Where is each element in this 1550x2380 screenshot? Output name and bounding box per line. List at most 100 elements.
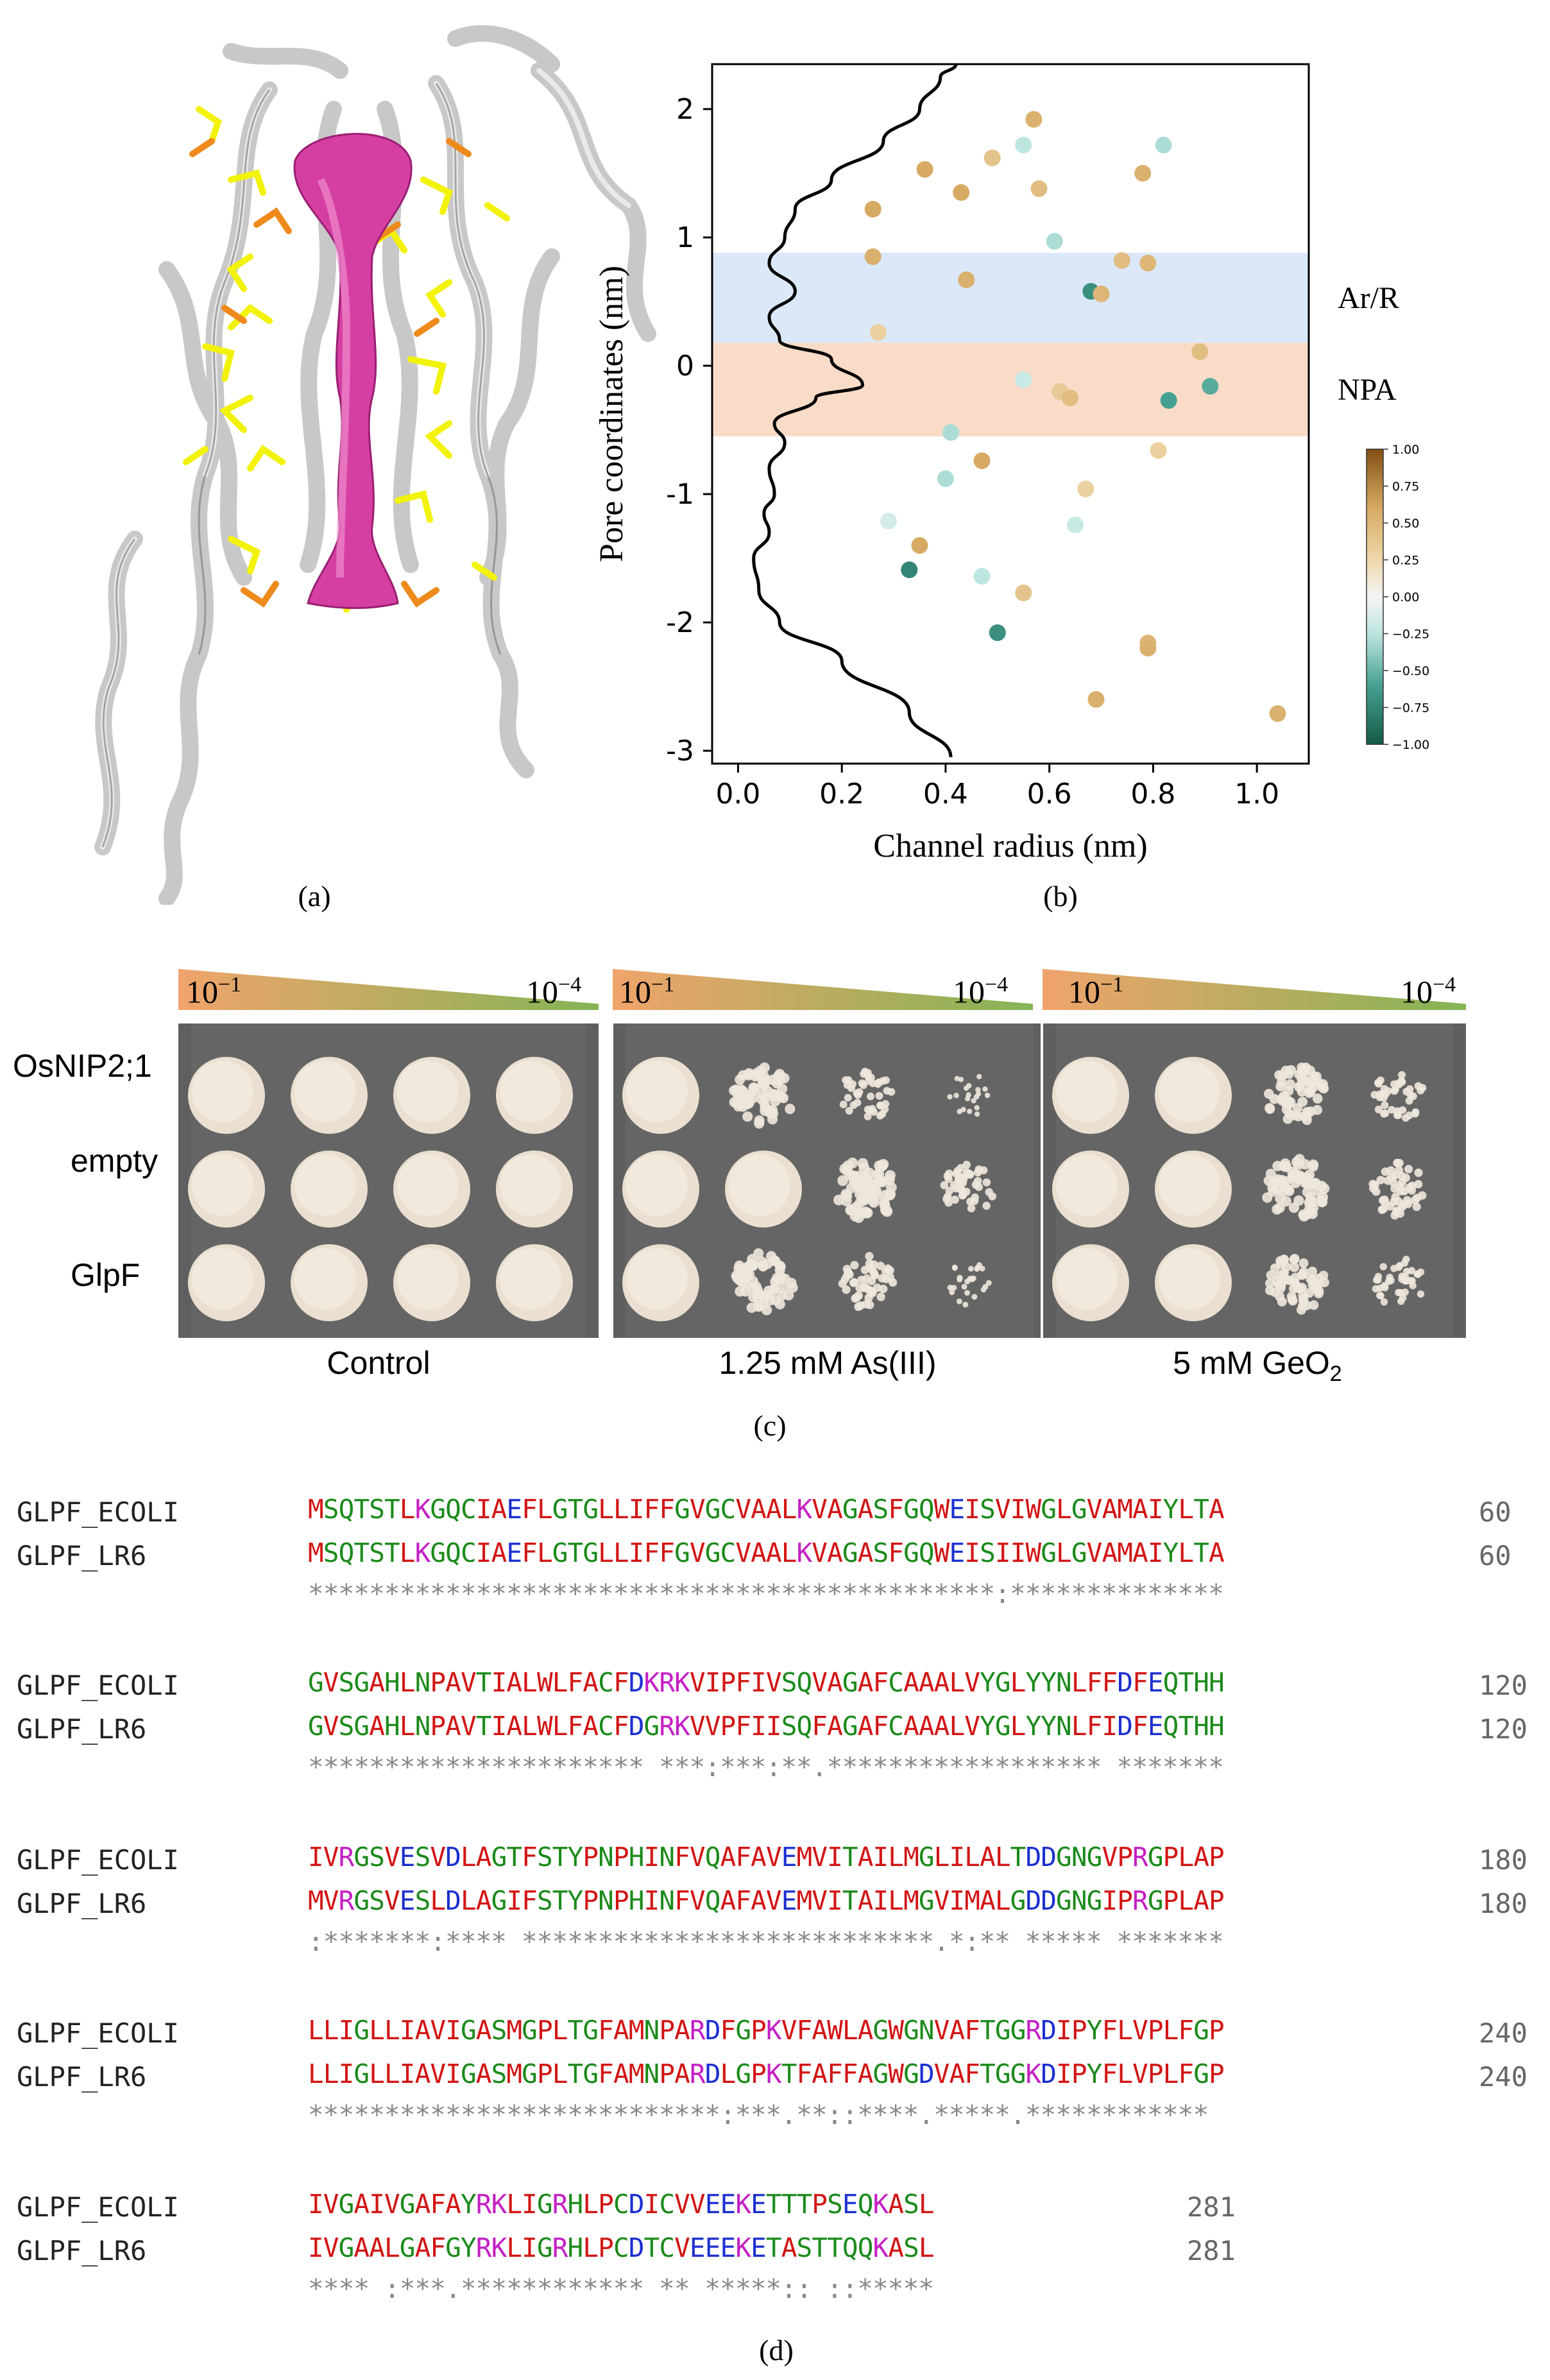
data-point [1113, 252, 1130, 269]
colony-dot [1282, 1114, 1293, 1124]
colony-dot [889, 1278, 898, 1287]
colony-dot [1418, 1084, 1427, 1092]
colony-dot [1314, 1288, 1324, 1299]
yeast-colony-sparse [1372, 1255, 1425, 1306]
colony-dot [875, 1092, 883, 1100]
colony-dot [1398, 1275, 1406, 1283]
y-tick-label: -3 [666, 735, 694, 767]
colony-dot [850, 1261, 859, 1270]
data-point [1030, 180, 1048, 197]
colony-dot [967, 1108, 973, 1115]
data-point [864, 248, 881, 265]
data-point [1139, 255, 1157, 271]
colony-dot [854, 1188, 865, 1200]
colony-highlight [1056, 1154, 1118, 1216]
colony-dot [1379, 1109, 1388, 1118]
yeast-colony-sparse [838, 1252, 898, 1312]
colony-dot [838, 1279, 847, 1288]
colony-dot [887, 1088, 896, 1096]
colorbar-tick-label: 0.25 [1392, 554, 1419, 568]
colony-dot [962, 1160, 971, 1169]
colony-dot [858, 1079, 866, 1088]
panel-label-d: (d) [759, 2334, 794, 2367]
colony-dot [1395, 1081, 1403, 1089]
colony-dot [748, 1082, 759, 1093]
colony-dot [962, 1301, 969, 1308]
seq2-residues: MVRGSVESLDLAGIFSTYPNPHINFVQAFAVEMVITAILM… [308, 1885, 1225, 1916]
x-tick-label: 0.8 [1130, 778, 1175, 810]
colony-dot [735, 1276, 746, 1287]
colony-dot [1377, 1292, 1384, 1300]
x-tick-label: 0.0 [715, 778, 760, 810]
colony-dot [1262, 1192, 1273, 1203]
colony-dot [1296, 1305, 1306, 1315]
colony-dot [1274, 1203, 1285, 1213]
seq1-position: 240 [1479, 2017, 1528, 2049]
colony-dot [851, 1201, 862, 1213]
data-point [911, 537, 928, 554]
colony-dot [970, 1197, 979, 1205]
colony-dot [971, 1294, 978, 1300]
colony-dot [1397, 1171, 1406, 1181]
colony-dot [1408, 1277, 1416, 1285]
y-tick-label: 2 [676, 93, 694, 126]
colony-dot [881, 1206, 893, 1217]
colony-dot [874, 1080, 882, 1088]
colony-dot [1413, 1194, 1422, 1203]
colony-highlight [1159, 1061, 1220, 1122]
colony-dot [944, 1199, 953, 1207]
colony-dot [1290, 1262, 1300, 1272]
colony-dot [1377, 1205, 1386, 1214]
colony-dot [868, 1288, 877, 1297]
seq2-name: GLPF_LR6 [17, 2235, 147, 2266]
colony-dot [975, 1091, 982, 1097]
colony-dot [1386, 1166, 1395, 1175]
data-point [869, 324, 887, 341]
colony-highlight [397, 1154, 459, 1216]
colony-dot [1299, 1267, 1309, 1277]
colony-dot [1417, 1290, 1425, 1298]
colony-dot [760, 1102, 771, 1113]
colony-dot [869, 1267, 878, 1276]
colony-dot [958, 1077, 964, 1083]
colony-highlight [294, 1154, 356, 1216]
colony-dot [1294, 1082, 1304, 1092]
seq1-residues: IVGAIVGAFAYRKLIGRHLPCDICVVEEKETTTPSEQKAS… [308, 2189, 935, 2220]
seq1-residues: IVRGSVESVDLAGTFSTYPNPHINFVQAFAVEMVITAILM… [308, 1842, 1225, 1872]
colony-dot [839, 1100, 847, 1109]
yeast-colony-sparse [1368, 1158, 1427, 1220]
conservation-line: ****************************************… [308, 1579, 1224, 1609]
colorbar-tick-label: 0.75 [1392, 480, 1419, 494]
colony-dot [947, 1094, 953, 1100]
colony-dot [1284, 1068, 1294, 1079]
colony-dot [957, 1163, 965, 1172]
colony-dot [951, 1195, 959, 1204]
colony-dot [1298, 1209, 1309, 1220]
plate-row-label-empty: empty [71, 1143, 158, 1179]
data-point [1077, 481, 1094, 497]
colony-dot [976, 1074, 982, 1080]
colony-dot [1376, 1176, 1385, 1185]
colony-dot [979, 1265, 985, 1272]
colony-dot [957, 1108, 962, 1115]
data-point [1150, 442, 1167, 459]
region-band [712, 343, 1309, 436]
seq1-position: 60 [1479, 1496, 1512, 1528]
colony-dot [1266, 1270, 1276, 1280]
colony-dot [1318, 1271, 1329, 1281]
colony-dot [982, 1201, 991, 1210]
colony-dot [1312, 1104, 1323, 1115]
colony-dot [1297, 1172, 1307, 1183]
seq1-name: GLPF_ECOLI [17, 1496, 179, 1528]
colony-dot [1395, 1263, 1403, 1271]
colony-dot [1305, 1191, 1316, 1203]
seq1-name: GLPF_ECOLI [17, 1670, 179, 1701]
seq2-residues: LLIGLLIAVIGASMGPLTGFAMNPARDLGPKTFAFFAGWG… [308, 2059, 1225, 2089]
colony-highlight [1159, 1154, 1220, 1216]
colony-dot [1263, 1088, 1274, 1099]
panel-label-b: (b) [1043, 880, 1078, 912]
colony-dot [735, 1074, 745, 1085]
data-point [901, 561, 918, 578]
colony-dot [759, 1062, 770, 1073]
colony-dot [1388, 1106, 1396, 1114]
